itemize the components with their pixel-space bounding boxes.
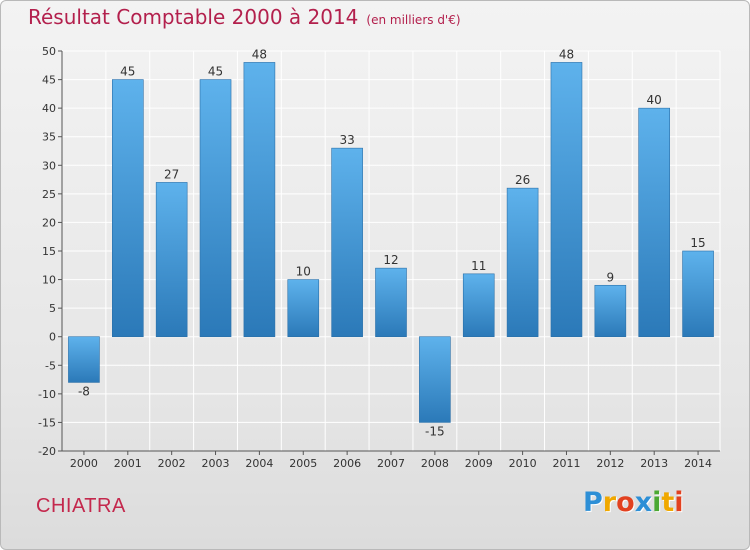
proxiti-logo[interactable]: Proxiti [583,487,684,518]
chart-title-unit: (en milliers d'€) [366,13,461,27]
commune-name: CHIATRA [36,495,126,517]
x-tick-label: 2010 [509,457,537,470]
data-label-2006: 33 [339,133,354,147]
data-label-2005: 10 [296,265,311,279]
y-tick-label: 35 [42,131,56,144]
y-tick-label: 50 [42,45,56,58]
data-label-2013: 40 [647,93,662,107]
x-tick-label: 2013 [640,457,668,470]
logo-letter-3: x [634,487,653,518]
bar-2011 [550,62,583,338]
data-label-2003: 45 [208,65,223,79]
x-tick-label: 2012 [596,457,624,470]
y-tick-label: 20 [42,216,56,229]
x-tick-label: 2006 [333,457,361,470]
logo-letter-1: r [602,487,617,518]
x-tick-label: 2005 [289,457,317,470]
data-labels: -8 45 27 45 48 10 33 12 -15 11 26 48 9 40 15 [78,47,706,438]
y-tick-label: 5 [49,302,56,315]
y-tick-label: 15 [42,245,56,258]
bar-2009 [462,273,495,338]
y-tick-label: 40 [42,102,56,115]
logo-letter-5: t [661,487,675,518]
chart-title-main: Résultat Comptable 2000 à 2014 [28,5,359,29]
logo-letter-4: i [652,487,662,518]
bar-2007 [375,267,407,338]
data-label-2010: 26 [515,173,530,187]
data-label-2014: 15 [690,236,705,250]
x-tick-label: 2003 [202,457,230,470]
y-tick-label: 30 [42,159,56,172]
x-tick-label: 2000 [70,457,98,470]
data-label-2002: 27 [164,167,179,181]
bar-2008 [419,336,451,423]
x-tick-label: 2001 [114,457,142,470]
bar-2004 [243,62,276,338]
bar-2014 [682,250,714,338]
data-label-2001: 45 [120,65,135,79]
logo-letter-0: P [583,487,603,518]
data-label-2000: -8 [78,384,90,398]
x-tick-labels: 2000 2001 2002 2003 2004 2005 2006 2007 2008 2009… [70,457,712,470]
logo-letter-2: o [616,487,635,518]
bar-2006 [331,147,363,338]
x-tick-label: 2008 [421,457,449,470]
bar-2005 [287,279,320,338]
y-tick-label: -10 [38,388,56,401]
data-label-2004: 48 [252,47,267,61]
logo-letter-6: i [674,487,684,518]
x-tick-label: 2014 [684,457,712,470]
chart-title: Résultat Comptable 2000 à 2014 (en millie… [28,5,461,29]
bar-2012 [594,284,627,338]
x-tick-label: 2007 [377,457,405,470]
y-tick-label: 25 [42,188,56,201]
axes [58,50,720,455]
bar-2003 [199,79,232,338]
bar-2013 [638,107,671,338]
x-tick-label: 2009 [465,457,493,470]
bar-2002 [155,182,188,338]
bar-2000 [68,336,100,383]
y-tick-labels: -20 -15 -10 -5 0 5 10 15 20 25 30 35 40 45 50 [38,45,56,458]
x-tick-label: 2002 [158,457,186,470]
data-label-2011: 48 [559,47,574,61]
bar-2010 [506,187,539,338]
y-tick-label: -5 [45,359,56,372]
data-label-2008: -15 [425,424,445,438]
x-tick-label: 2004 [245,457,273,470]
y-tick-label: 0 [49,331,56,344]
x-tick-label: 2011 [552,457,580,470]
y-tick-label: -20 [38,445,56,458]
data-label-2012: 9 [607,270,615,284]
bars [68,62,714,423]
data-label-2007: 12 [383,253,398,267]
y-tick-label: -15 [38,416,56,429]
data-label-2009: 11 [471,259,486,273]
y-tick-label: 45 [42,74,56,87]
bar-2001 [112,79,144,338]
y-tick-label: 10 [42,274,56,287]
